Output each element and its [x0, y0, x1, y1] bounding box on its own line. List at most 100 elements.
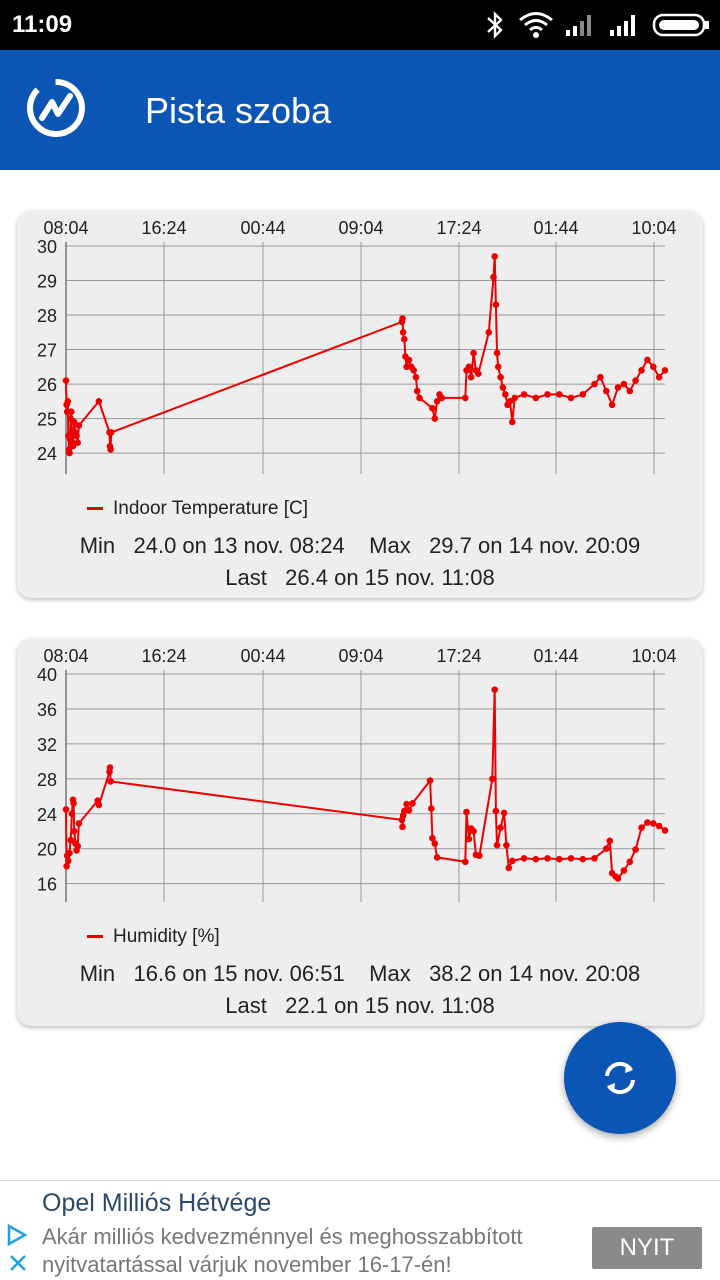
- data-point: [62, 377, 70, 384]
- data-point: [532, 855, 540, 863]
- data-point: [75, 422, 83, 429]
- y-tick-label: 20: [37, 840, 57, 860]
- data-point: [655, 822, 663, 830]
- refresh-button[interactable]: [564, 1022, 676, 1134]
- refresh-icon: [605, 1061, 635, 1095]
- data-point: [608, 401, 616, 409]
- data-point: [506, 398, 514, 405]
- data-point: [620, 867, 628, 874]
- data-point: [431, 415, 439, 422]
- data-point: [497, 824, 504, 831]
- data-point: [650, 363, 657, 371]
- ad-open-button[interactable]: NYIT: [592, 1227, 702, 1269]
- data-point: [655, 373, 663, 381]
- data-point: [494, 363, 502, 371]
- data-point: [603, 845, 610, 852]
- data-point: [579, 391, 587, 398]
- data-point: [463, 808, 470, 816]
- data-point: [567, 394, 575, 402]
- temperature-chart[interactable]: 08:04 16:24 00:44 09:04 17:24 01:44 10:04 30 29 2…: [17, 210, 703, 490]
- data-point: [413, 387, 421, 395]
- x-tick-label: 09:04: [338, 646, 383, 666]
- data-point: [68, 408, 75, 415]
- data-point: [644, 819, 651, 826]
- adchoices-icon[interactable]: [6, 1223, 28, 1247]
- app-logo-icon: [27, 79, 85, 137]
- data-point: [503, 841, 510, 849]
- data-point: [650, 820, 657, 827]
- x-tick-label: 01:44: [533, 218, 578, 238]
- data-point: [626, 387, 634, 395]
- data-point: [73, 432, 80, 440]
- series-line: [65, 689, 666, 880]
- data-point: [107, 446, 114, 453]
- data-point: [65, 857, 72, 865]
- x-tick-label: 17:24: [436, 646, 481, 666]
- data-point: [403, 800, 410, 808]
- y-tick-label: 36: [37, 700, 57, 720]
- data-point: [520, 855, 528, 862]
- data-point: [465, 835, 473, 843]
- data-point: [70, 800, 77, 807]
- data-point: [544, 391, 551, 398]
- x-tick-label: 10:04: [631, 218, 676, 238]
- data-point: [520, 391, 528, 398]
- y-tick-label: 28: [37, 770, 57, 790]
- status-bar: 11:09: [0, 0, 720, 50]
- data-point: [567, 855, 575, 862]
- data-point: [429, 404, 436, 412]
- data-point: [632, 846, 639, 853]
- data-point: [95, 398, 103, 405]
- data-point: [107, 429, 115, 436]
- data-point: [475, 370, 482, 377]
- signal-icon-sim1: [566, 15, 591, 36]
- legend-label: Indoor Temperature [C]: [113, 498, 309, 519]
- data-point: [75, 820, 83, 827]
- data-point: [405, 356, 413, 364]
- humidity-chart[interactable]: 08:04 16:24 00:44 09:04 17:24 01:44 10:04 40 36 3…: [17, 638, 703, 918]
- data-point: [661, 827, 669, 834]
- data-point: [603, 387, 610, 395]
- legend-swatch: [87, 935, 103, 939]
- x-tick-label: 09:04: [338, 218, 383, 238]
- data-point: [95, 801, 103, 809]
- data-point: [591, 855, 598, 862]
- data-point: [403, 363, 410, 371]
- page-title: Pista szoba: [145, 90, 332, 131]
- data-point: [428, 805, 435, 812]
- data-point: [438, 394, 446, 402]
- data-point: [632, 377, 639, 384]
- data-point: [491, 253, 499, 260]
- data-point: [433, 854, 441, 861]
- data-point: [493, 349, 501, 357]
- data-point: [399, 315, 406, 322]
- close-icon[interactable]: [8, 1253, 28, 1273]
- ad-title[interactable]: Opel Milliós Hétvége: [42, 1189, 272, 1217]
- y-tick-label: 27: [37, 341, 57, 361]
- ad-body[interactable]: Akár milliós kedvezménnyel és meghosszab…: [42, 1224, 523, 1277]
- legend-swatch: [87, 507, 103, 511]
- ad-banner[interactable]: Opel Milliós Hétvége Akár milliós kedvez…: [0, 1180, 720, 1280]
- signal-icon-sim2: [610, 15, 635, 36]
- data-point: [70, 418, 78, 426]
- data-point: [597, 373, 604, 381]
- data-point: [62, 806, 70, 813]
- app-bar: Pista szoba: [0, 50, 720, 170]
- data-point: [489, 775, 496, 783]
- y-tick-label: 25: [37, 410, 57, 430]
- temperature-last: Last 26.4 on 15 nov. 11:08: [225, 565, 495, 590]
- bluetooth-icon: [487, 11, 503, 39]
- y-tick-label: 26: [37, 375, 57, 395]
- data-point: [470, 827, 477, 835]
- data-point: [66, 849, 73, 857]
- status-time: 11:09: [12, 11, 73, 38]
- data-point: [416, 394, 423, 402]
- data-point: [499, 384, 507, 391]
- data-point: [497, 373, 504, 381]
- data-point: [492, 807, 500, 815]
- y-tick-label: 16: [37, 875, 57, 895]
- data-point: [462, 858, 469, 866]
- data-point: [532, 394, 540, 402]
- data-point: [433, 398, 441, 405]
- data-point: [67, 836, 74, 844]
